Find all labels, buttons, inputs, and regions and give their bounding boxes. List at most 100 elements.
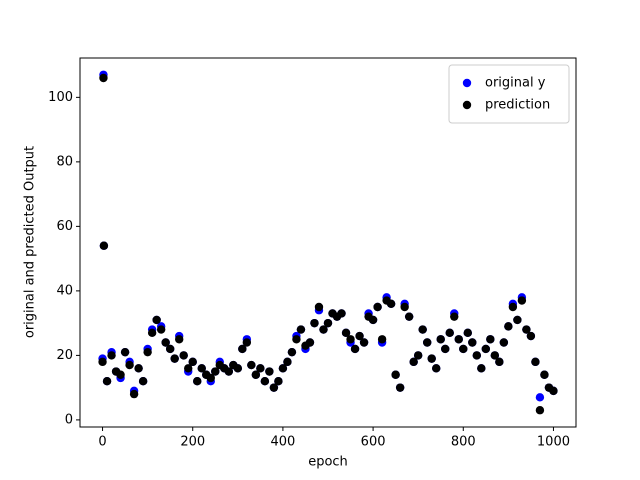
point (197, 364, 206, 373)
point (432, 364, 441, 373)
point (305, 338, 315, 347)
point (350, 344, 360, 354)
point (535, 406, 545, 415)
point (211, 367, 220, 376)
point (184, 364, 193, 373)
point (156, 325, 166, 334)
point (472, 351, 481, 360)
point (179, 351, 188, 360)
x-tick-label: 1000 (537, 435, 570, 450)
x-tick-label: 600 (361, 435, 386, 450)
point (323, 318, 333, 328)
legend-label: original y (485, 76, 546, 91)
point (247, 360, 256, 370)
point (134, 364, 143, 373)
point (170, 354, 179, 363)
point (413, 351, 423, 360)
point (337, 309, 346, 318)
point (256, 364, 265, 373)
point (481, 344, 491, 354)
point (274, 376, 283, 386)
point (355, 331, 364, 341)
point (477, 364, 486, 373)
point (233, 364, 243, 373)
point (513, 315, 522, 325)
point (436, 335, 445, 344)
point (206, 373, 215, 383)
point (418, 325, 427, 334)
point (165, 344, 175, 354)
point (346, 335, 355, 344)
point (499, 338, 509, 347)
point (373, 302, 382, 312)
y-axis-label: original and predicted Output (23, 146, 38, 338)
point (377, 335, 387, 344)
point (296, 325, 306, 334)
point (269, 383, 279, 392)
y-tick-label: 100 (48, 90, 73, 105)
point (522, 325, 531, 334)
plot-frame (79, 57, 577, 428)
point (427, 354, 436, 363)
point (193, 376, 202, 386)
point (161, 338, 170, 347)
point (129, 389, 139, 399)
point (242, 338, 252, 347)
point (391, 370, 400, 379)
point (359, 338, 369, 347)
point (238, 344, 247, 354)
point (540, 370, 549, 379)
legend-marker (462, 100, 472, 110)
legend-box (448, 64, 570, 124)
point (459, 344, 468, 354)
point (143, 347, 152, 357)
point (287, 347, 297, 357)
point (99, 73, 108, 83)
x-tick-label: 200 (180, 435, 205, 450)
point (531, 357, 540, 367)
x-tick-label: 800 (451, 435, 476, 450)
point (517, 296, 527, 305)
point (120, 347, 130, 357)
point (463, 328, 472, 338)
point (314, 302, 324, 312)
point (454, 335, 463, 344)
point (504, 322, 513, 331)
point (188, 357, 197, 367)
point (98, 357, 107, 367)
point (404, 312, 414, 321)
point (224, 367, 233, 376)
point (423, 338, 432, 347)
point (251, 370, 261, 379)
point (147, 328, 157, 338)
point (495, 357, 504, 367)
point (341, 328, 351, 338)
point (99, 241, 109, 250)
y-tick-label: 0 (65, 412, 73, 427)
y-tick-label: 60 (56, 219, 73, 234)
point (319, 325, 328, 334)
point (310, 318, 319, 328)
point (468, 338, 477, 347)
point (486, 335, 495, 344)
point (278, 364, 288, 373)
point (368, 315, 378, 325)
point (175, 335, 184, 344)
point (508, 302, 518, 312)
point (450, 312, 459, 321)
point (445, 328, 454, 338)
point (260, 376, 270, 386)
point (125, 360, 134, 370)
point (107, 351, 116, 360)
y-tick-label: 80 (56, 154, 73, 169)
point (265, 367, 274, 376)
y-tick-label: 40 (56, 283, 73, 298)
point (535, 393, 545, 402)
x-tick-label: 400 (270, 435, 295, 450)
point (116, 370, 125, 379)
point (526, 331, 536, 341)
point (138, 376, 148, 386)
point (409, 357, 418, 367)
x-tick-label: 0 (98, 435, 106, 450)
